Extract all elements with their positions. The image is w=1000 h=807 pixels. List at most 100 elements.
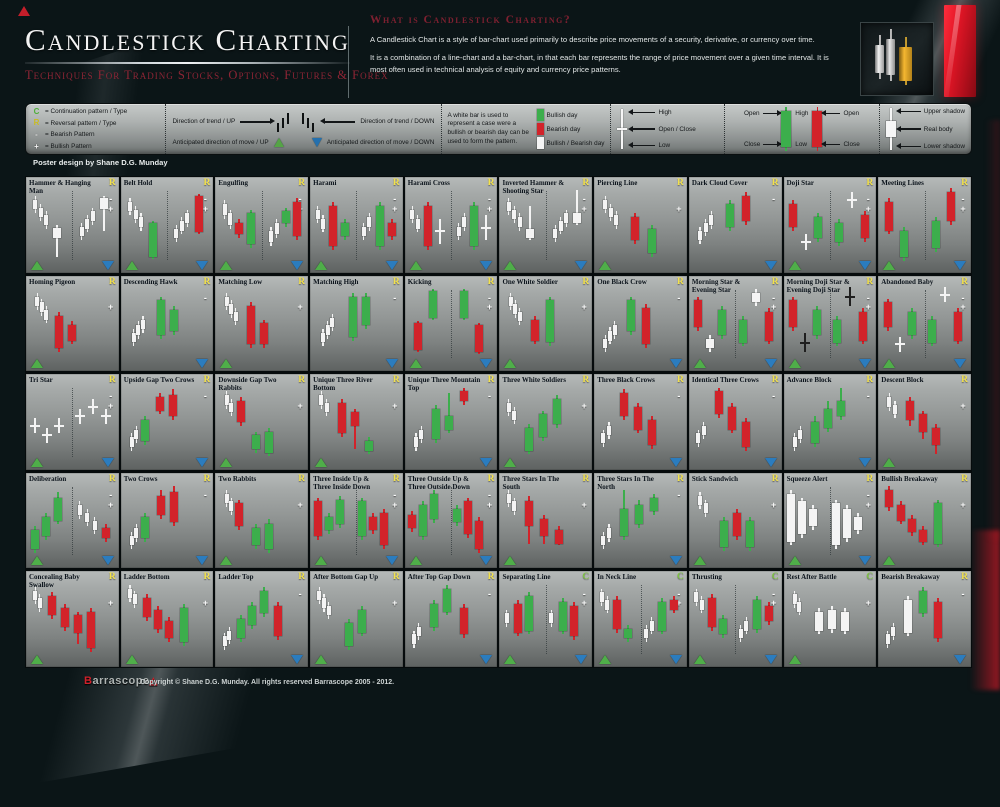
- candle-body: [35, 296, 40, 307]
- pattern-type-letter: C: [582, 572, 590, 583]
- right-arrow-icon: [240, 119, 276, 124]
- candle-body: [812, 310, 821, 335]
- pattern-cell: Morning Doji Star & Evening Doji Star R - +: [783, 275, 877, 372]
- pattern-type-letter: R: [298, 375, 306, 386]
- candle-body: [248, 605, 257, 625]
- pattern-name: Downside Gap Two Rabbits: [218, 376, 277, 393]
- anticipated-up-triangle-icon: [409, 260, 422, 270]
- candle-body: [170, 491, 179, 523]
- bearish-sign: -: [866, 489, 870, 500]
- cell-divider: [735, 289, 737, 359]
- pattern-name: Belt Hold: [123, 179, 153, 187]
- candle-body: [412, 634, 417, 645]
- pattern-type-letter: R: [582, 473, 590, 484]
- candle-body: [140, 420, 149, 442]
- candle-body: [174, 228, 179, 239]
- candle-body: [601, 433, 606, 443]
- candle-body: [601, 535, 606, 546]
- candle-body: [792, 594, 797, 604]
- pattern-cell: After Bottom Gap Up R +: [310, 571, 403, 667]
- pattern-type-letter: R: [298, 178, 306, 188]
- legend-key-bearish: - = Bearish Pattern: [32, 129, 94, 141]
- pattern-type-letter: C: [771, 572, 779, 583]
- bearish-sign: -: [203, 194, 207, 205]
- candle-body: [624, 628, 633, 639]
- bearish-day-swatch: [536, 123, 544, 135]
- candle-body: [361, 296, 370, 326]
- bullish-sign: +: [960, 302, 966, 313]
- pattern-type-letter: R: [677, 473, 684, 484]
- bullish-sign: +: [581, 400, 587, 411]
- candle-body: [928, 319, 937, 343]
- candle-body: [416, 626, 421, 637]
- bullish-day-swatch: [536, 109, 544, 121]
- anticipated-down-triangle-icon: [859, 556, 872, 566]
- candle-body: [720, 520, 729, 548]
- pattern-name: In Neck Line: [597, 573, 637, 582]
- candle-body: [549, 613, 554, 623]
- bearish-sign: -: [487, 194, 491, 205]
- candle-body: [798, 501, 807, 534]
- candle-body: [703, 222, 708, 233]
- anticipated-down-triangle-icon: [575, 654, 588, 664]
- candle-body: [179, 607, 188, 643]
- pattern-name: Tri Star: [29, 376, 53, 385]
- high-label: High: [795, 110, 809, 117]
- candle-body: [33, 590, 38, 601]
- bullish-sign: +: [676, 598, 682, 609]
- candle-body: [504, 613, 509, 623]
- pattern-name: Unique Three River Bottom: [313, 376, 373, 393]
- candle-body: [539, 414, 548, 438]
- candle-body: [246, 213, 255, 244]
- anticipated-down-triangle-icon: [859, 359, 872, 369]
- candle-body: [512, 501, 517, 512]
- cell-divider: [545, 191, 547, 260]
- anticipated-up-triangle-icon: [31, 457, 43, 467]
- pattern-type-letter: R: [771, 473, 779, 484]
- pattern-cell: Morning Star & Evening Star R - +: [688, 275, 782, 372]
- candle-body: [751, 292, 760, 303]
- low-label: Low: [795, 141, 808, 148]
- candle-body: [133, 209, 138, 220]
- bearish-sign: -: [772, 194, 776, 205]
- anticipated-up-triangle-icon: [125, 260, 138, 270]
- candle-body: [413, 437, 418, 447]
- candle-body: [179, 220, 184, 231]
- candle-body: [892, 404, 897, 415]
- bullish-day-row: Bullish day: [536, 109, 605, 121]
- candle-body: [569, 605, 578, 637]
- candle-body: [90, 211, 95, 221]
- candle-body: [86, 611, 95, 648]
- candle-body: [694, 592, 699, 602]
- candle-body: [157, 495, 166, 515]
- pattern-name: Bullish Breakaway: [881, 474, 938, 483]
- pattern-cell: Three White Soldiers R +: [499, 374, 593, 470]
- candle-body: [619, 393, 628, 417]
- uptrend-bars-icon: [275, 111, 295, 133]
- bullish-candle-icon: [781, 107, 792, 151]
- anticipated-down-triangle-icon: [764, 359, 777, 369]
- bearish-sign: -: [487, 588, 491, 599]
- candle-body: [52, 227, 61, 239]
- candle-body: [742, 196, 751, 221]
- open-close-label: Open / Close: [658, 125, 696, 133]
- pattern-type-letter: R: [677, 276, 684, 287]
- candle-body: [718, 310, 727, 335]
- candle-body: [430, 603, 439, 627]
- bearish-sign: -: [487, 489, 491, 500]
- candle-body: [164, 621, 173, 639]
- candle-body: [415, 219, 420, 229]
- candle-body: [224, 395, 229, 405]
- legend-white-bar-note: A white bar is used to represent a case …: [440, 104, 611, 154]
- pattern-type-letter: R: [771, 375, 779, 386]
- candle-body: [265, 431, 274, 453]
- candle-body: [545, 300, 554, 343]
- candle-body: [44, 215, 49, 225]
- candle-body: [170, 310, 179, 332]
- candle-body: [845, 295, 856, 298]
- art-candle-gold: [899, 47, 912, 81]
- candle-body: [227, 630, 232, 641]
- candle-body: [613, 600, 622, 629]
- bullish-sign: +: [108, 400, 114, 411]
